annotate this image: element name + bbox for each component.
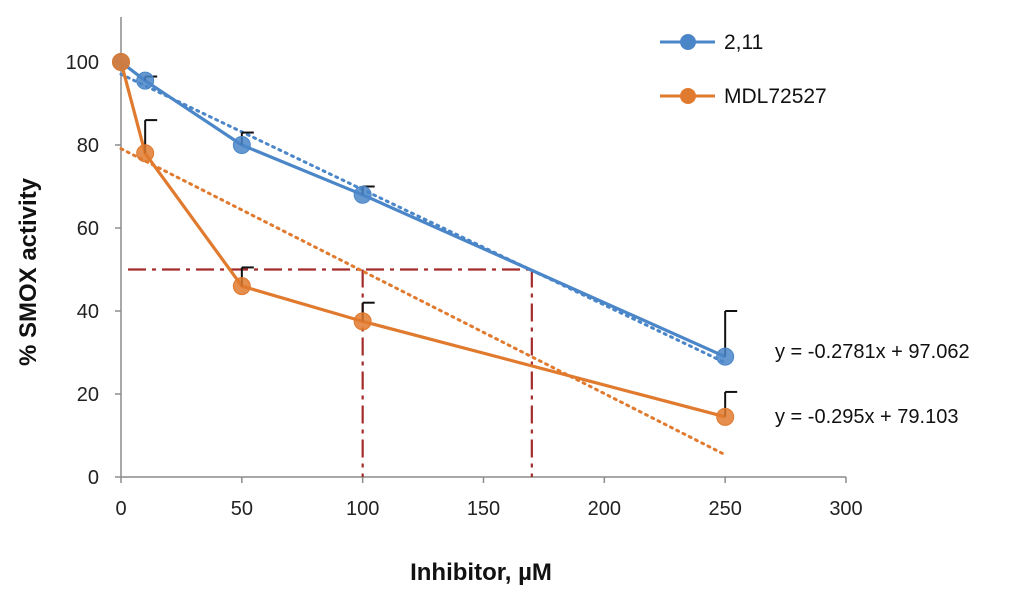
x-tick-labels: 0 50 100 150 200 250 300	[115, 477, 863, 520]
y-axis-title: % SMOX activity	[15, 177, 42, 366]
y-tick-label: 20	[77, 384, 99, 406]
legend: 2,11 MDL72527	[660, 31, 827, 108]
reference-lines	[128, 268, 533, 477]
x-tick-label: 100	[346, 498, 379, 520]
x-tick-label: 250	[708, 498, 741, 520]
data-point-series-1	[136, 71, 155, 90]
data-point-series-2	[136, 144, 155, 163]
trendline-series-2	[119, 147, 727, 457]
trendlines	[119, 72, 727, 457]
data-point-series-1	[716, 347, 735, 366]
trendline-equation-series-2: y = -0.295x + 79.103	[775, 406, 958, 428]
data-point-series-2	[353, 312, 372, 331]
y-tick-label: 80	[77, 135, 99, 157]
data-point-series-2	[112, 53, 130, 71]
legend-label-series-2: MDL72527	[724, 85, 827, 108]
legend-label-series-1: 2,11	[724, 31, 763, 54]
y-tick-label: 40	[77, 301, 99, 323]
x-tick-label: 150	[467, 498, 500, 520]
trendline-equation-series-1: y = -0.2781x + 97.062	[775, 341, 970, 363]
legend-marker-series-2	[680, 88, 696, 104]
y-tick-label: 100	[66, 52, 99, 74]
data-point-series-1	[232, 136, 251, 154]
data-point-series-2	[232, 277, 251, 296]
trendline-series-1	[119, 72, 727, 365]
series-line-1	[120, 60, 726, 359]
y-tick-label: 0	[88, 467, 99, 489]
x-tick-label: 50	[231, 498, 253, 520]
y-tick-labels: 0 20 40 60 80 100	[66, 52, 121, 489]
legend-marker-series-1	[680, 34, 696, 50]
x-tick-label: 200	[588, 498, 621, 520]
x-tick-label: 300	[829, 498, 862, 520]
data-point-series-2	[716, 407, 735, 426]
data-point-series-1	[353, 185, 372, 204]
x-tick-label: 0	[115, 498, 126, 520]
data-points	[112, 53, 735, 426]
y-tick-label: 60	[77, 218, 99, 240]
x-axis-title: Inhibitor, µM	[410, 559, 552, 586]
series-lines	[119, 60, 726, 419]
series-line-2	[119, 61, 726, 419]
